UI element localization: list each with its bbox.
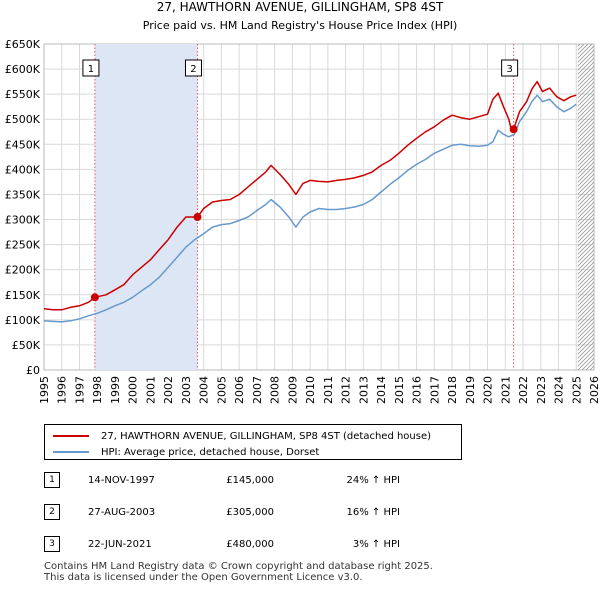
legend-line-price (53, 435, 89, 437)
x-tick-label: 1995 (38, 376, 51, 404)
x-tick-label: 1997 (73, 376, 86, 404)
x-tick-label: 2017 (428, 376, 441, 404)
transaction-row: 3 22-JUN-2021 £480,000 3% ↑ HPI (44, 536, 564, 556)
y-tick-label: £600K (5, 63, 41, 76)
transaction-point (193, 213, 202, 222)
transaction-date: 14-NOV-1997 (88, 475, 155, 486)
x-tick-label: 2025 (570, 376, 583, 404)
x-tick-label: 2026 (588, 376, 600, 404)
x-tick-label: 1999 (109, 376, 122, 404)
marker-box (82, 59, 100, 77)
y-tick-label: £350K (5, 188, 41, 201)
y-tick-label: £450K (5, 138, 41, 151)
y-axis: £0 £50K £100K £150K £200K £250K £300K £350K £400… (5, 38, 41, 377)
x-tick-label: 2022 (517, 376, 530, 404)
x-tick-label: 2004 (198, 376, 211, 404)
transaction-points (90, 125, 518, 302)
legend-item-hpi: HPI: Average price, detached house, Dors… (53, 444, 319, 460)
forecast-hatch (577, 44, 594, 370)
forecast-region (577, 44, 594, 370)
transaction-price: £305,000 (226, 507, 274, 518)
marker-number: 3 (506, 64, 512, 75)
y-tick-label: £50K (12, 339, 41, 352)
x-tick-label: 2014 (375, 376, 388, 404)
legend-label-hpi: HPI: Average price, detached house, Dors… (101, 446, 320, 458)
y-tick-label: £500K (5, 113, 41, 126)
x-tick-label: 2009 (286, 376, 299, 404)
transaction-point (509, 125, 518, 134)
x-tick-label: 2008 (269, 376, 282, 404)
x-tick-label: 2019 (464, 376, 477, 404)
y-tick-label: £100K (5, 314, 41, 327)
x-tick-label: 2011 (322, 376, 335, 404)
y-tick-label: £150K (5, 289, 41, 302)
series-lines (43, 80, 577, 323)
marker-number: 2 (190, 64, 196, 75)
x-tick-label: 2002 (162, 376, 175, 404)
transaction-date: 22-JUN-2021 (88, 539, 152, 550)
transaction-marker: 3 (44, 536, 60, 552)
marker-box (501, 59, 519, 77)
x-tick-label: 2000 (127, 376, 140, 404)
transaction-row: 1 14-NOV-1997 £145,000 24% ↑ HPI (44, 472, 564, 492)
transaction-marker-label: 2 (184, 59, 202, 77)
y-tick-label: £400K (5, 163, 41, 176)
y-tick-label: £0 (26, 364, 40, 377)
x-tick-label: 1996 (56, 376, 69, 404)
chart-subtitle: Price paid vs. HM Land Registry's House … (143, 19, 458, 32)
y-tick-label: £250K (5, 239, 41, 252)
x-tick-label: 1998 (91, 376, 104, 404)
transaction-marker: 2 (44, 504, 60, 520)
x-tick-label: 2003 (180, 376, 193, 404)
x-tick-label: 2021 (499, 376, 512, 404)
legend-label-price: 27, HAWTHORN AVENUE, GILLINGHAM, SP8 4ST… (101, 430, 432, 442)
transaction-marker-label: 3 (501, 59, 519, 77)
legend-line-hpi (53, 451, 89, 453)
y-tick-label: £300K (5, 214, 41, 227)
x-axis: 1995 1996 1997 1998 1999 2000 2001 2002 2003 2004… (38, 376, 600, 404)
y-tick-label: £200K (5, 264, 41, 277)
x-tick-label: 2006 (233, 376, 246, 404)
x-tick-label: 2016 (411, 376, 424, 404)
x-tick-label: 2015 (393, 376, 406, 404)
transaction-price: £480,000 (226, 539, 274, 550)
transaction-hpi: 16% ↑ HPI (346, 507, 400, 518)
y-tick-label: £550K (5, 88, 41, 101)
chart-title: 27, HAWTHORN AVENUE, GILLINGHAM, SP8 4ST (157, 0, 444, 14)
transaction-row: 2 27-AUG-2003 £305,000 16% ↑ HPI (44, 504, 564, 524)
y-tick-label: £650K (5, 38, 41, 51)
chart: 27, HAWTHORN AVENUE, GILLINGHAM, SP8 4ST… (5, 0, 600, 404)
shaded-periods (94, 44, 198, 370)
footer: Contains HM Land Registry data © Crown c… (44, 561, 433, 583)
x-tick-label: 2020 (482, 376, 495, 404)
legend-item-price: 27, HAWTHORN AVENUE, GILLINGHAM, SP8 4ST… (53, 428, 431, 444)
transaction-price: £145,000 (226, 475, 274, 486)
transaction-marker: 1 (44, 472, 60, 488)
x-tick-label: 2010 (304, 376, 317, 404)
x-tick-label: 2001 (144, 376, 157, 404)
x-tick-label: 2005 (215, 376, 228, 404)
marker-number: 1 (88, 64, 94, 75)
series-line-price (43, 80, 577, 311)
footer-line-2: This data is licensed under the Open Gov… (44, 572, 363, 583)
x-tick-label: 2018 (446, 376, 459, 404)
x-tick-label: 2013 (357, 376, 370, 404)
transaction-hpi: 3% ↑ HPI (352, 539, 400, 550)
transaction-markers: 1 2 3 (82, 59, 519, 77)
transaction-point (90, 293, 99, 302)
x-tick-label: 2007 (251, 376, 264, 404)
transaction-marker-label: 1 (82, 59, 100, 77)
x-tick-label: 2023 (535, 376, 548, 404)
series-line-hpi (43, 94, 577, 323)
legend: 27, HAWTHORN AVENUE, GILLINGHAM, SP8 4ST… (44, 424, 462, 460)
footer-line-1: Contains HM Land Registry data © Crown c… (44, 561, 433, 572)
x-tick-label: 2012 (340, 376, 353, 404)
x-tick-label: 2024 (553, 376, 566, 404)
shaded-period (94, 44, 198, 370)
transaction-date: 27-AUG-2003 (88, 507, 156, 518)
transaction-hpi: 24% ↑ HPI (346, 475, 400, 486)
marker-box (184, 59, 202, 77)
